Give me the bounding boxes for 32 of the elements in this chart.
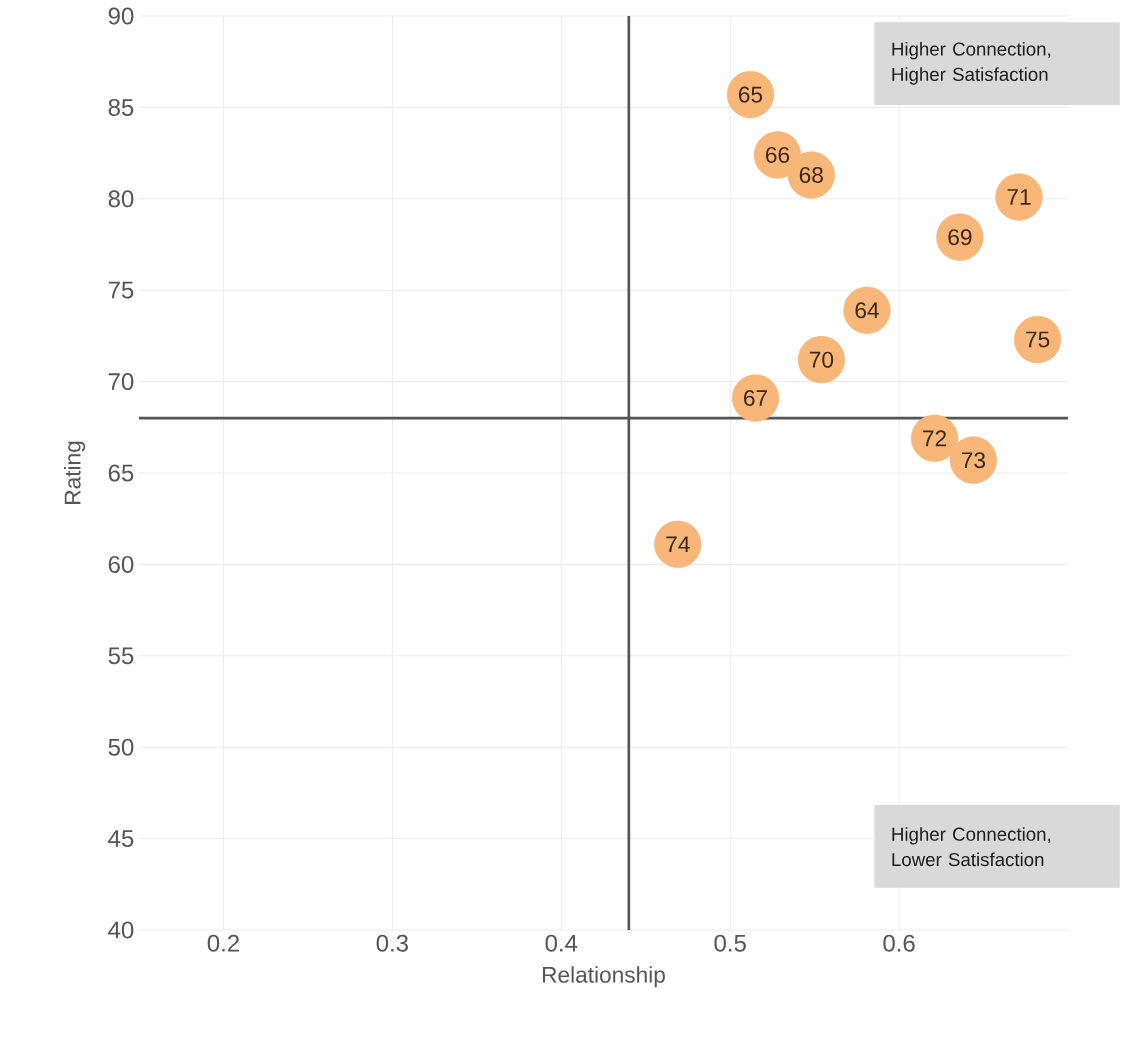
y-tick-label: 85 bbox=[108, 98, 134, 116]
annotation: Higher Connection, Lower Satisfaction bbox=[892, 827, 1051, 867]
y-tick-label: 50 bbox=[108, 738, 134, 756]
y-tick-label: 65 bbox=[108, 464, 134, 482]
annotation: 71 bbox=[1007, 189, 1031, 205]
y-tick-label: 45 bbox=[108, 830, 134, 847]
annotation: 69 bbox=[948, 229, 972, 246]
y-tick-label: 90 bbox=[108, 7, 134, 25]
y-tick-label: 75 bbox=[108, 281, 134, 299]
annotation: 74 bbox=[666, 536, 690, 553]
annotation: 70 bbox=[809, 351, 834, 368]
annotation: 68 bbox=[799, 167, 823, 184]
x-tick-label: 0.2 bbox=[207, 934, 239, 952]
annotation: 75 bbox=[1026, 331, 1050, 348]
y-tick-label: 55 bbox=[108, 647, 134, 665]
annotation: Higher Connection, Higher Satisfaction bbox=[892, 41, 1051, 85]
y-axis-title: Rating bbox=[63, 441, 86, 504]
x-tick-label: 0.6 bbox=[883, 934, 915, 952]
x-tick-label: 0.3 bbox=[376, 934, 408, 952]
y-tick-label: 60 bbox=[108, 555, 134, 573]
annotation: 64 bbox=[855, 302, 879, 319]
x-tick-label: 0.5 bbox=[714, 934, 746, 952]
y-tick-label: 40 bbox=[108, 921, 134, 939]
annotation: 66 bbox=[766, 146, 790, 163]
annotation: 65 bbox=[739, 86, 763, 103]
annotation: 67 bbox=[744, 390, 767, 407]
annotation: 72 bbox=[923, 430, 947, 447]
annotation: 73 bbox=[961, 452, 986, 469]
x-tick-label: 0.4 bbox=[545, 934, 578, 952]
y-tick-label: 70 bbox=[108, 373, 134, 391]
y-tick-label: 80 bbox=[108, 190, 134, 208]
x-axis-title: Relationship bbox=[542, 966, 665, 988]
